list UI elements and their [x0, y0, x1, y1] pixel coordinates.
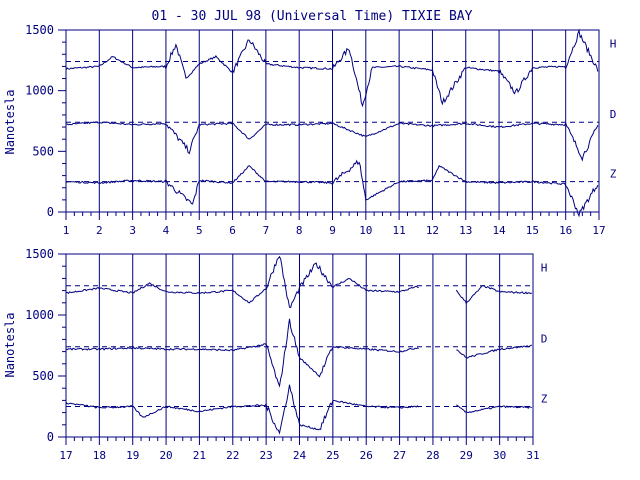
series-label-h: H: [610, 38, 617, 51]
x-tick-label: 17: [592, 224, 605, 237]
x-tick-label: 21: [193, 449, 206, 462]
x-tick-label: 9: [329, 224, 336, 237]
x-tick-label: 20: [159, 449, 172, 462]
x-tick-label: 19: [126, 449, 139, 462]
x-tick-label: 13: [459, 224, 472, 237]
series-label-z: Z: [541, 393, 548, 406]
x-tick-label: 7: [263, 224, 270, 237]
series-trace-d: [456, 344, 533, 359]
x-tick-label: 22: [226, 449, 239, 462]
series-trace-h: [455, 284, 533, 305]
series-trace-h: [65, 255, 419, 308]
x-tick-label: 8: [296, 224, 303, 237]
x-tick-label: 31: [526, 449, 539, 462]
y-tick-label: 1000: [25, 84, 54, 98]
x-tick-label: 2: [96, 224, 103, 237]
series-trace-z: [455, 404, 532, 414]
x-tick-label: 30: [493, 449, 506, 462]
y-axis-label: Nanotesla: [3, 89, 17, 154]
x-tick-label: 18: [93, 449, 106, 462]
series-trace-d: [65, 318, 419, 388]
x-tick-label: 25: [326, 449, 339, 462]
x-tick-label: 6: [229, 224, 236, 237]
series-label-d: D: [610, 108, 617, 121]
series-trace-z: [65, 159, 599, 218]
series-label-d: D: [541, 333, 548, 346]
y-tick-label: 0: [47, 430, 54, 444]
series-label-h: H: [541, 262, 548, 275]
x-tick-label: 14: [492, 224, 506, 237]
x-tick-label: 3: [129, 224, 136, 237]
y-tick-label: 1500: [25, 247, 54, 261]
x-tick-label: 11: [393, 224, 406, 237]
y-tick-label: 500: [32, 369, 54, 383]
top-panel: 1 2 3 4 5 6 7 8 9 10 11 12 13 14 15 16 17050010001500Nan…: [3, 23, 617, 237]
x-tick-label: 10: [359, 224, 372, 237]
bottom-panel: 17 18 19 20 21 22 23 24 25 26 27 28 29 30 31 0 500 1000 15…: [3, 247, 548, 462]
x-tick-label: 4: [163, 224, 170, 237]
x-tick-label: 28: [426, 449, 439, 462]
y-axis-label: Nanotesla: [3, 312, 17, 377]
x-tick-label: 12: [426, 224, 439, 237]
x-tick-label: 29: [460, 449, 473, 462]
x-tick-label: 24: [293, 449, 307, 462]
x-tick-label: 5: [196, 224, 203, 237]
x-tick-label: 23: [260, 449, 273, 462]
x-tick-label: 26: [360, 449, 373, 462]
series-label-z: Z: [610, 168, 617, 181]
x-tick-label: 16: [559, 224, 572, 237]
y-tick-label: 1500: [25, 23, 54, 37]
x-tick-label: 27: [393, 449, 406, 462]
y-tick-label: 500: [32, 144, 54, 158]
chart-title: 01 - 30 JUL 98 (Universal Time) TIXIE BA…: [152, 9, 473, 24]
y-tick-label: 0: [47, 205, 54, 219]
x-tick-label: 15: [526, 224, 539, 237]
y-tick-label: 1000: [25, 308, 54, 322]
series-trace-h: [65, 28, 599, 108]
series-trace-z: [65, 384, 420, 435]
x-tick-label: 1: [63, 224, 70, 237]
x-tick-label: 17: [59, 449, 72, 462]
series-trace-d: [66, 121, 599, 162]
